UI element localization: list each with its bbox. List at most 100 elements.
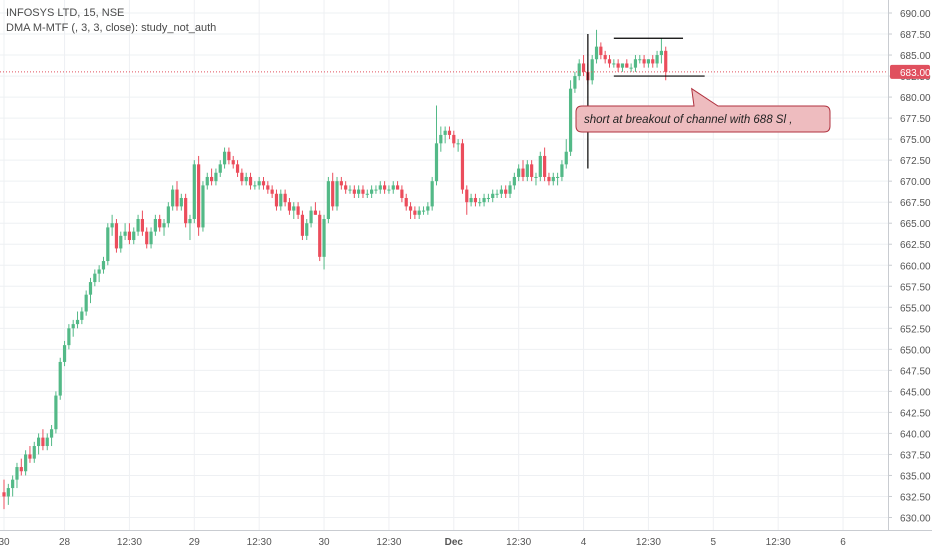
candle-up bbox=[646, 59, 651, 64]
candle-down bbox=[266, 185, 270, 190]
candle-down bbox=[543, 155, 547, 177]
candle-down bbox=[465, 189, 469, 203]
candle-down bbox=[283, 193, 287, 203]
time-tick-label: 30 bbox=[318, 537, 330, 548]
candle-up bbox=[37, 437, 41, 447]
annotation-callout[interactable]: short at breakout of channel with 688 Sl… bbox=[575, 87, 831, 133]
price-tick-label: 642.50 bbox=[900, 408, 931, 419]
candle-up bbox=[374, 189, 378, 191]
candle-up bbox=[335, 181, 339, 207]
price-tick-label: 640.00 bbox=[900, 429, 931, 440]
candle-up bbox=[512, 176, 516, 186]
candle-up bbox=[149, 231, 153, 245]
time-axis[interactable]: 30 28 12:30 29 12:30 30 12:30 Dec 12:30 4 12:30 5 12… bbox=[0, 530, 932, 549]
candle-up bbox=[136, 219, 140, 232]
candle-down bbox=[227, 151, 231, 161]
candle-up bbox=[58, 361, 62, 396]
candle-up bbox=[486, 197, 490, 199]
price-tick-label: 687.50 bbox=[900, 30, 931, 41]
candle-up bbox=[659, 50, 663, 56]
candle-up bbox=[456, 143, 460, 145]
candle-up bbox=[110, 223, 114, 228]
candle-up bbox=[629, 67, 633, 69]
candle-up bbox=[564, 151, 568, 165]
candle-up bbox=[97, 269, 101, 274]
candle-up bbox=[218, 164, 222, 173]
price-tick-label: 652.50 bbox=[900, 324, 931, 335]
candle-up bbox=[620, 63, 625, 68]
candle-up bbox=[101, 261, 106, 270]
candle-down bbox=[383, 185, 387, 190]
candle-up bbox=[71, 324, 75, 329]
candle-up bbox=[32, 446, 36, 459]
candle-down bbox=[184, 197, 188, 224]
candle-down bbox=[210, 176, 214, 182]
candle-up bbox=[67, 328, 71, 346]
candle-up bbox=[439, 134, 443, 144]
study-label[interactable]: DMA M-MTF (, 3, 3, close): study_not_aut… bbox=[6, 22, 217, 34]
candle-down bbox=[408, 206, 413, 211]
price-tick-label: 690.00 bbox=[900, 9, 931, 20]
candle-up bbox=[322, 219, 326, 257]
candle-down bbox=[41, 437, 45, 447]
price-axis[interactable]: 630.00 632.50 635.00 637.50 640.00 642.50 645.… bbox=[888, 9, 931, 525]
candle-up bbox=[166, 206, 170, 224]
candle-up bbox=[556, 176, 560, 178]
candle-up bbox=[54, 395, 58, 430]
price-tick-label: 665.00 bbox=[900, 219, 931, 230]
candle-down bbox=[547, 176, 551, 182]
candle-down bbox=[581, 63, 586, 72]
annotation-text: short at breakout of channel with 688 Sl… bbox=[584, 114, 792, 126]
candle-up bbox=[469, 197, 473, 203]
price-tick-label: 655.00 bbox=[900, 303, 931, 314]
price-tick-label: 685.00 bbox=[900, 51, 931, 62]
candle-up bbox=[106, 227, 110, 262]
candle-down bbox=[235, 164, 240, 173]
trend-drawings bbox=[587, 34, 705, 169]
last-price-badge-bg bbox=[890, 64, 930, 79]
candle-down bbox=[339, 181, 343, 186]
candle-up bbox=[6, 488, 10, 497]
candle-down bbox=[331, 181, 335, 207]
candle-down bbox=[361, 189, 365, 194]
candle-down bbox=[2, 492, 6, 497]
candle-up bbox=[495, 193, 499, 195]
candle-up bbox=[88, 282, 93, 295]
candle-down bbox=[473, 197, 478, 203]
candle-down bbox=[625, 63, 629, 68]
candle-down bbox=[287, 202, 292, 211]
time-tick-label: 12:30 bbox=[247, 537, 272, 548]
candle-up bbox=[171, 189, 175, 207]
candle-up bbox=[568, 88, 573, 152]
candle-up bbox=[378, 185, 382, 190]
symbol-title[interactable]: INFOSYS LTD, 15, NSE bbox=[6, 7, 125, 19]
candle-up bbox=[612, 63, 616, 65]
candle-up bbox=[370, 189, 374, 194]
candle-up bbox=[119, 235, 123, 249]
time-tick-label: Dec bbox=[445, 537, 464, 548]
candle-up bbox=[305, 223, 309, 236]
last-price-badge: 683.00 bbox=[890, 64, 931, 79]
time-tick-label: 30 bbox=[0, 537, 10, 548]
candle-up bbox=[594, 46, 599, 60]
candle-down bbox=[158, 219, 162, 228]
candle-up bbox=[75, 319, 80, 325]
candle-up bbox=[430, 181, 434, 207]
candle-up bbox=[244, 176, 248, 182]
candle-down bbox=[664, 50, 668, 72]
time-tick-label: 28 bbox=[59, 537, 71, 548]
price-tick-label: 660.00 bbox=[900, 261, 931, 272]
candle-up bbox=[24, 454, 28, 472]
candle-up bbox=[205, 176, 209, 186]
candle-up bbox=[214, 172, 218, 182]
price-tick-label: 637.50 bbox=[900, 450, 931, 461]
candle-down bbox=[344, 185, 348, 190]
time-tick-label: 12:30 bbox=[766, 537, 791, 548]
candle-up bbox=[153, 219, 157, 232]
candle-up bbox=[417, 210, 421, 215]
price-tick-label: 630.00 bbox=[900, 514, 931, 525]
candle-up bbox=[365, 193, 369, 195]
candle-down bbox=[404, 197, 408, 207]
candle-down bbox=[607, 59, 612, 64]
